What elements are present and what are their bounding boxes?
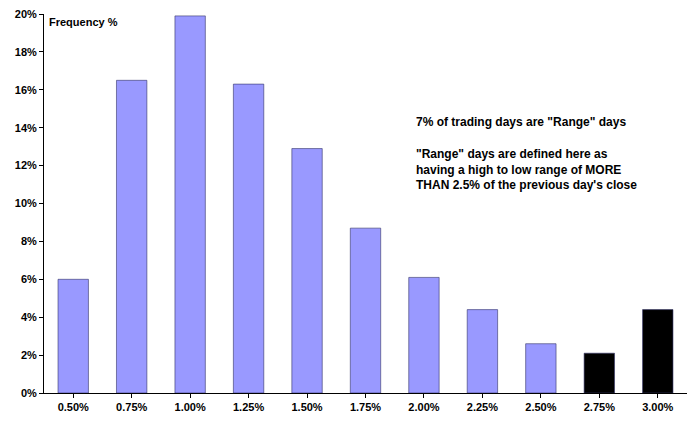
svg-text:4%: 4%: [21, 311, 37, 323]
svg-text:20%: 20%: [15, 8, 37, 20]
svg-text:2%: 2%: [21, 349, 37, 361]
svg-text:6%: 6%: [21, 273, 37, 285]
svg-text:1.50%: 1.50%: [291, 401, 322, 413]
svg-text:3.00%: 3.00%: [642, 401, 673, 413]
svg-text:0%: 0%: [21, 387, 37, 399]
svg-text:"Range" days are defined here: "Range" days are defined here ashaving a…: [416, 147, 637, 192]
svg-text:2.75%: 2.75%: [584, 401, 615, 413]
svg-text:1.75%: 1.75%: [350, 401, 381, 413]
svg-text:7% of trading days are "Range": 7% of trading days are "Range" days: [416, 115, 626, 129]
svg-text:12%: 12%: [15, 159, 37, 171]
svg-text:8%: 8%: [21, 235, 37, 247]
svg-text:1.25%: 1.25%: [233, 401, 264, 413]
svg-text:Frequency %: Frequency %: [49, 16, 118, 28]
svg-text:2.50%: 2.50%: [525, 401, 556, 413]
svg-text:14%: 14%: [15, 122, 37, 134]
svg-text:2.00%: 2.00%: [408, 401, 439, 413]
svg-text:10%: 10%: [15, 197, 37, 209]
svg-text:16%: 16%: [15, 84, 37, 96]
svg-text:2.25%: 2.25%: [467, 401, 498, 413]
svg-text:18%: 18%: [15, 46, 37, 58]
svg-text:0.75%: 0.75%: [116, 401, 147, 413]
svg-text:0.50%: 0.50%: [58, 401, 89, 413]
svg-text:1.00%: 1.00%: [175, 401, 206, 413]
